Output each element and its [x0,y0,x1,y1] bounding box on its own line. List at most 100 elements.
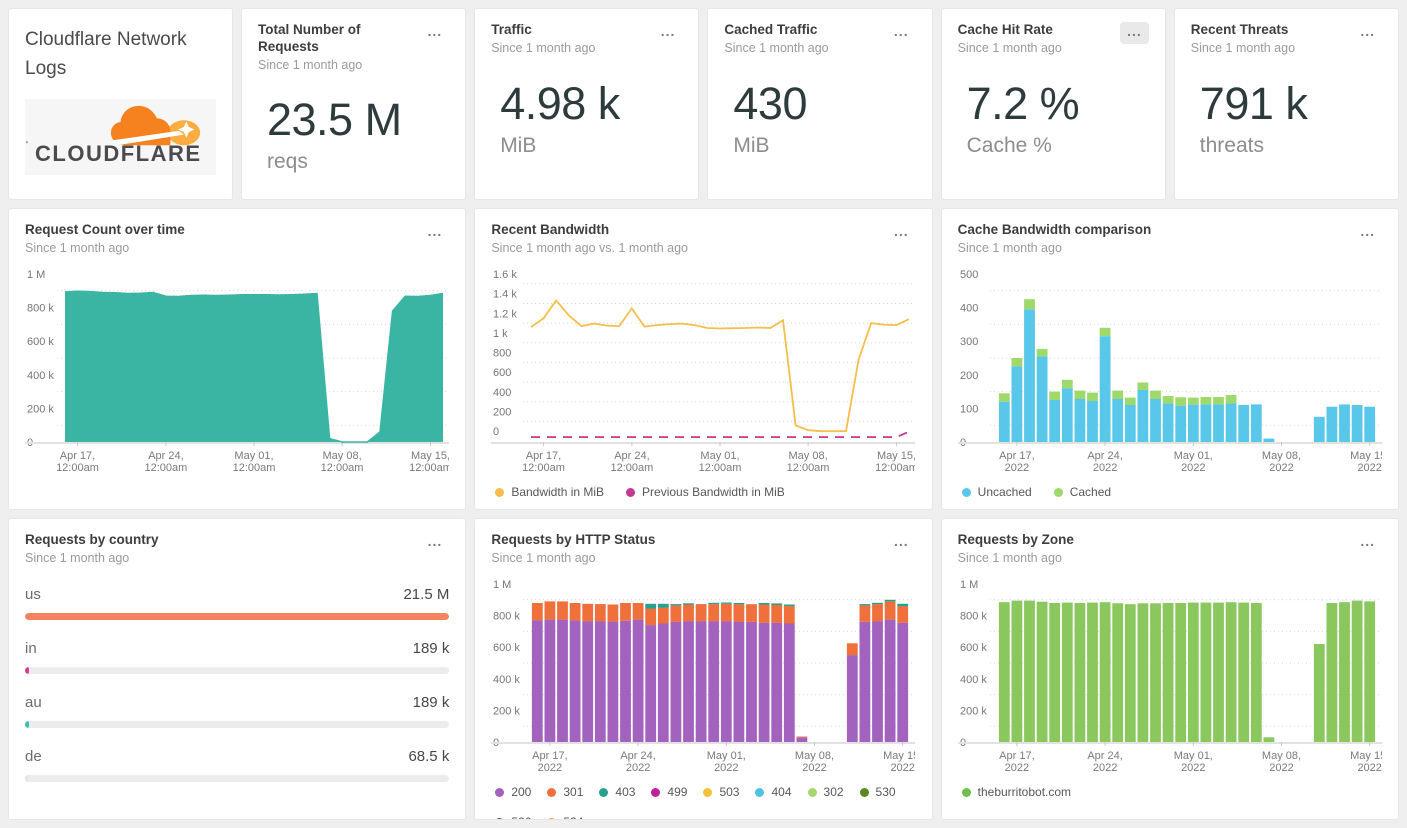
legend: Uncached Cached [958,485,1382,499]
legend-item-404[interactable]: 404 [755,785,792,799]
svg-text:12:00am: 12:00am [522,462,565,474]
stat-unit: threats [1199,134,1264,157]
svg-text:May 01,: May 01, [234,450,273,462]
legend-item-uncached[interactable]: Uncached [961,485,1032,499]
panel-menu-button[interactable]: ... [1353,222,1382,244]
legend-label: 526 [511,815,531,819]
svg-text:2022: 2022 [626,762,650,774]
legend-dot-icon [599,787,609,797]
legend-dot-icon [495,787,505,797]
svg-text:May 08,: May 08, [1262,750,1301,762]
svg-text:600 k: 600 k [27,336,54,348]
legend-label: Uncached [977,485,1032,499]
svg-text:400 k: 400 k [27,370,54,382]
svg-text:2022: 2022 [1181,762,1205,774]
svg-text:1 k: 1 k [493,328,508,340]
svg-text:12:00am: 12:00am [409,462,449,474]
legend-item-301[interactable]: 301 [547,785,583,799]
panel-menu-button[interactable]: ... [1353,22,1382,44]
panel-recent-threats: Recent Threats Since 1 month ago ... 791… [1173,8,1399,200]
panel-title: Total Number of Requests [258,22,361,54]
legend-item-theburritobot-com[interactable]: theburritobot.com [961,785,1071,799]
svg-text:400: 400 [960,303,978,315]
country-row-in: in 189 k [25,640,450,674]
panel-menu-button[interactable]: ... [1353,532,1382,554]
svg-text:400: 400 [493,387,511,399]
svg-text:May 01,: May 01, [701,450,740,462]
country-label: de [25,748,42,765]
svg-text:Apr 17,: Apr 17, [532,750,567,762]
legend-dot-icon [1053,487,1063,497]
legend-item-previous-bandwidth-in-mib[interactable]: Previous Bandwidth in MiB [626,485,785,499]
svg-text:12:00am: 12:00am [787,462,830,474]
svg-text:600: 600 [493,367,511,379]
legend-label: 403 [615,785,636,799]
panel-menu-button[interactable]: ... [421,22,450,44]
legend-item-200[interactable]: 200 [495,785,531,799]
legend-item-526[interactable]: 526 [495,815,531,819]
legend-item-cached[interactable]: Cached [1053,485,1112,499]
panel-menu-button[interactable]: ... [887,222,916,244]
panel-menu-button[interactable]: ... [421,222,450,244]
svg-text:300: 300 [960,336,978,348]
panel-menu-button[interactable]: ... [654,22,683,44]
legend-item-524[interactable]: 524 [547,815,583,819]
svg-text:Apr 24,: Apr 24, [1087,450,1122,462]
panel-menu-button[interactable]: ... [421,532,450,554]
country-bar-track [25,667,450,674]
panel-menu-button[interactable]: ... [887,22,916,44]
legend-item-bandwidth-in-mib[interactable]: Bandwidth in MiB [495,485,604,499]
legend-label: Cached [1069,485,1112,499]
svg-text:2022: 2022 [1004,462,1028,474]
legend-dot-icon [807,787,817,797]
legend-item-403[interactable]: 403 [599,785,635,799]
svg-text:May 01,: May 01, [1173,450,1212,462]
legend-item-302[interactable]: 302 [807,785,844,799]
svg-text:1 M: 1 M [27,269,45,281]
legend-item-503[interactable]: 503 [703,785,739,799]
panel-subtitle: Since 1 month ago [1190,40,1296,55]
legend-label: 404 [771,785,792,799]
legend-dot-icon [961,487,971,497]
panel-subtitle: Since 1 month ago vs. 1 month ago [491,240,688,255]
panel-subtitle: Since 1 month ago [25,550,130,565]
panel-title: Cache Hit Rate [957,22,1053,37]
svg-text:1 M: 1 M [493,579,511,591]
svg-text:100: 100 [960,403,978,415]
cloudflare-wordmark: CLOUDFLARE [35,141,202,166]
stats-row: Cloudflare Network Logs CLOUDFLARE ' Tota… [8,8,1399,200]
svg-text:12:00am: 12:00am [321,462,364,474]
svg-text:800 k: 800 k [960,611,987,623]
panel-subtitle: Since 1 month ago [25,240,130,255]
cloudflare-logo: CLOUDFLARE ' [25,99,216,175]
panel-title: Requests by Zone [957,532,1074,547]
legend-item-499[interactable]: 499 [651,785,687,799]
svg-text:1 M: 1 M [960,579,978,591]
svg-text:May 15,: May 15, [883,750,915,762]
legend-label: 524 [563,815,583,819]
panel-request-count: Request Count over time Since 1 month ag… [8,208,467,510]
panel-title: Cache Bandwidth comparison [957,222,1152,237]
legend-dot-icon [755,787,765,797]
panel-subtitle: Since 1 month ago [724,40,829,55]
legend-item-530[interactable]: 530 [859,785,896,799]
country-value: 68.5 k [408,748,450,765]
panel-menu-button[interactable]: ... [1120,22,1149,44]
legend-dot-icon [626,487,636,497]
legend-dot-icon [651,787,661,797]
panel-menu-button[interactable]: ... [887,532,916,554]
country-bar-track [25,721,450,728]
panel-cache-bandwidth: Cache Bandwidth comparison Since 1 month… [940,208,1399,510]
legend-label: Previous Bandwidth in MiB [642,485,785,499]
legend-dot-icon [547,817,557,819]
panel-subtitle: Since 1 month ago [258,57,363,72]
svg-text:2022: 2022 [1357,762,1381,774]
legend: theburritobot.com [958,785,1382,799]
